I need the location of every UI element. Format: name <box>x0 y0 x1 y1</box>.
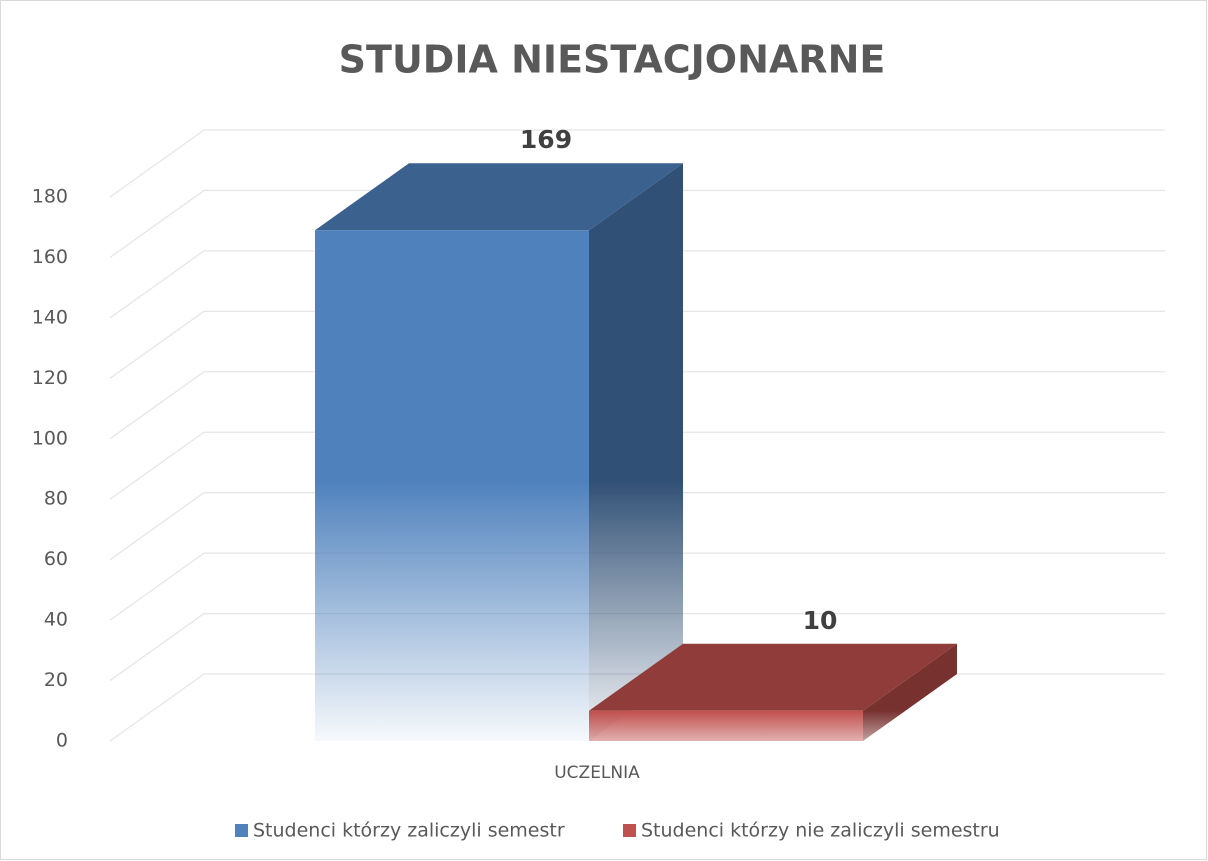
x-tick-label: UCZELNIA <box>554 763 640 783</box>
grid-line <box>109 371 1165 440</box>
y-tick-label: 20 <box>44 669 68 691</box>
grid-line <box>109 310 1165 379</box>
bar <box>589 710 863 741</box>
grid-line <box>109 431 1165 500</box>
grid-line <box>109 612 1165 682</box>
grid-line <box>109 129 1165 198</box>
grid-line <box>109 189 1165 258</box>
y-tick-label: 120 <box>32 367 68 389</box>
bar <box>315 230 589 741</box>
bar-side <box>863 643 957 741</box>
y-tick-label: 180 <box>32 186 68 208</box>
legend-label: Studenci którzy nie zaliczyli semestru <box>641 820 1000 842</box>
grid-line <box>109 250 1165 319</box>
y-tick-label: 160 <box>32 246 68 268</box>
y-tick-label: 60 <box>44 548 68 570</box>
y-tick-label: 140 <box>32 306 68 328</box>
legend-label: Studenci którzy zaliczyli semestr <box>253 820 565 842</box>
y-tick-label: 80 <box>44 488 68 510</box>
bar-top <box>315 163 683 231</box>
bar-top <box>589 643 957 711</box>
grid-line <box>109 492 1165 561</box>
data-label: 10 <box>803 606 838 635</box>
y-tick-label: 40 <box>44 609 68 631</box>
legend-swatch <box>623 824 636 837</box>
grid-line <box>109 552 1165 621</box>
y-tick-label: 100 <box>32 427 68 449</box>
chart-title: STUDIA NIESTACJONARNE <box>339 38 886 82</box>
data-label: 169 <box>520 125 572 154</box>
bar-side <box>589 163 683 741</box>
y-tick-label: 0 <box>56 730 68 752</box>
legend-swatch <box>235 824 248 837</box>
